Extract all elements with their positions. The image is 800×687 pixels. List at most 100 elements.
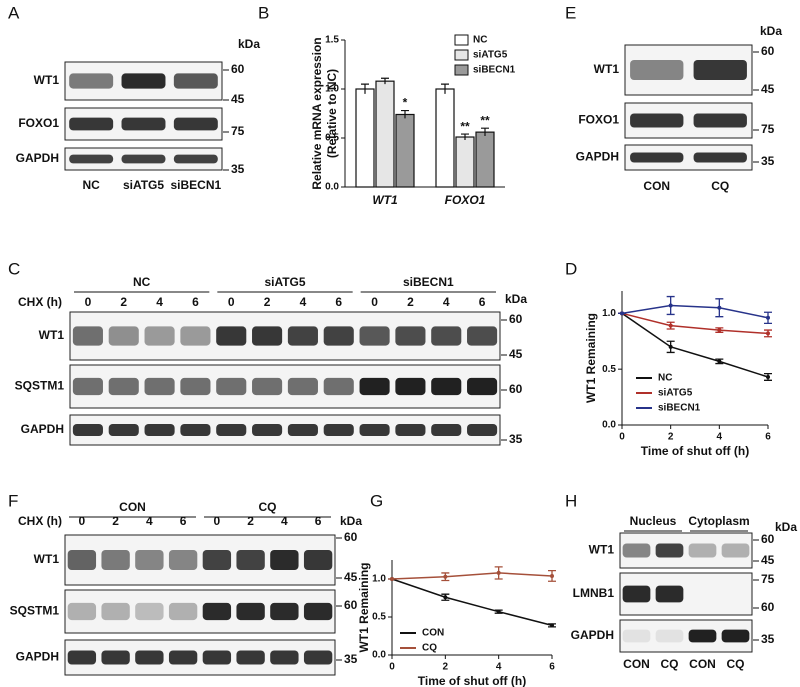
band: [101, 650, 130, 665]
band: [287, 326, 318, 346]
legend-label: CQ: [422, 643, 437, 654]
band: [216, 424, 247, 436]
band: [395, 424, 426, 436]
y-axis-label: Relative mRNA expression: [310, 37, 324, 189]
marker-label: 60: [761, 532, 775, 546]
band: [270, 650, 299, 665]
band: [173, 154, 218, 164]
band: [236, 550, 265, 570]
error-bar: [666, 340, 675, 354]
band: [323, 424, 354, 436]
error-bar: [441, 593, 450, 601]
band: [101, 550, 130, 570]
legend-label: siBECN1: [473, 65, 516, 76]
bar: [455, 136, 475, 188]
band: [431, 326, 462, 346]
marker-label: 45: [509, 347, 523, 361]
band: [431, 424, 462, 436]
panel-letter: G: [370, 491, 383, 510]
marker-label: 45: [231, 92, 245, 106]
error-bar: [715, 298, 724, 318]
treatment-label: CHX (h): [18, 514, 62, 528]
band: [252, 326, 283, 346]
row-label: GAPDH: [16, 650, 59, 664]
band: [323, 326, 354, 346]
band: [688, 543, 717, 558]
x-tick-label: WT1: [372, 193, 398, 207]
row-label: FOXO1: [578, 113, 619, 127]
band: [180, 377, 211, 396]
y-tick-label: 0.0: [602, 420, 616, 431]
marker-label: 45: [344, 570, 358, 584]
y-tick-label: 1.0: [372, 574, 386, 585]
band: [622, 585, 651, 603]
lane-label: 6: [192, 295, 199, 309]
lane-label: 0: [85, 295, 92, 309]
marker-label: 45: [761, 553, 775, 567]
band: [101, 602, 130, 621]
row-label: FOXO1: [18, 116, 59, 130]
band: [69, 117, 114, 131]
blot-strip: [69, 364, 501, 409]
marker-label: 60: [761, 44, 775, 58]
marker-label: 35: [509, 432, 523, 446]
band: [108, 326, 139, 346]
series-line: [621, 312, 769, 335]
row-label: WT1: [39, 328, 65, 342]
band: [622, 629, 651, 643]
band: [467, 424, 498, 436]
band: [69, 73, 114, 89]
lane-label: CON: [643, 179, 670, 193]
unit-label: kDa: [760, 24, 782, 38]
lane-label: 0: [228, 295, 235, 309]
row-label: WT1: [34, 73, 60, 87]
legend-label: siBECN1: [658, 403, 701, 414]
bar: [395, 113, 415, 188]
x-tick-label: 4: [496, 662, 502, 673]
band: [202, 602, 232, 621]
x-tick-label: 0: [619, 432, 625, 443]
band: [688, 629, 717, 643]
band: [72, 377, 103, 396]
band: [693, 60, 747, 80]
group-label: Cytoplasm: [688, 514, 749, 528]
lane-label: CQ: [727, 657, 745, 671]
error-bar: [548, 569, 556, 582]
row-label: GAPDH: [571, 628, 614, 642]
band: [252, 424, 283, 436]
band: [395, 326, 426, 346]
band: [467, 326, 498, 346]
x-tick-label: 6: [549, 662, 555, 673]
band: [202, 650, 232, 665]
y-axis-label: WT1 Remaining: [584, 313, 598, 403]
blot-strip: [69, 311, 501, 361]
error-bar: [441, 83, 449, 94]
x-axis-label: Time of shut off (h): [418, 674, 526, 687]
y-tick-label: 0.5: [372, 612, 386, 623]
error-bar: [381, 77, 389, 85]
unit-label: kDa: [340, 514, 362, 528]
error-bar: [715, 358, 724, 365]
lane-label: 0: [371, 295, 378, 309]
band: [168, 650, 198, 665]
group-label: Nucleus: [630, 514, 677, 528]
band: [173, 73, 218, 89]
error-bar: [461, 133, 469, 140]
lane-label: 4: [146, 514, 153, 528]
band: [270, 550, 299, 570]
y-axis-label: WT1 Remaining: [357, 562, 371, 652]
band: [655, 543, 684, 558]
error-bar: [764, 372, 772, 381]
band: [121, 117, 166, 131]
band: [303, 602, 333, 621]
unit-label: kDa: [238, 37, 260, 51]
lane-label: CON: [689, 657, 716, 671]
marker-label: 60: [509, 312, 523, 326]
x-tick-label: 2: [668, 432, 674, 443]
band: [67, 602, 97, 621]
band: [303, 550, 333, 570]
band: [236, 650, 265, 665]
x-tick-label: 6: [765, 432, 771, 443]
band: [121, 73, 166, 89]
